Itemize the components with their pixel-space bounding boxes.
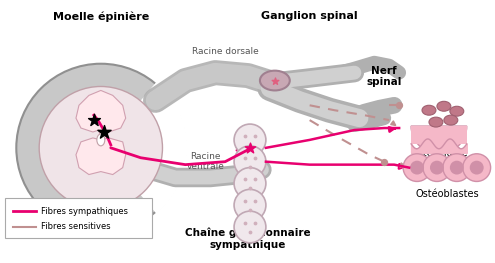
Point xyxy=(251,221,259,225)
Point xyxy=(251,177,259,181)
Ellipse shape xyxy=(429,117,443,127)
Ellipse shape xyxy=(450,106,464,116)
Text: Ostéoblastes: Ostéoblastes xyxy=(415,189,479,199)
Point xyxy=(251,199,259,203)
Ellipse shape xyxy=(97,134,105,146)
FancyBboxPatch shape xyxy=(5,198,151,238)
Point xyxy=(246,165,254,169)
Point xyxy=(241,134,249,138)
Text: Fibres sensitives: Fibres sensitives xyxy=(41,222,111,231)
Circle shape xyxy=(39,87,162,209)
Text: Racine
ventrale: Racine ventrale xyxy=(186,152,224,171)
Point xyxy=(246,143,254,147)
Polygon shape xyxy=(76,138,126,175)
Wedge shape xyxy=(411,126,467,154)
Point xyxy=(246,208,254,212)
Circle shape xyxy=(234,146,266,178)
Point xyxy=(395,103,403,107)
Point xyxy=(90,118,98,122)
Polygon shape xyxy=(76,90,126,140)
Bar xyxy=(411,126,467,144)
Point xyxy=(241,156,249,160)
Text: Ganglion spinal: Ganglion spinal xyxy=(261,11,358,21)
Ellipse shape xyxy=(444,115,458,125)
Circle shape xyxy=(410,161,424,175)
Circle shape xyxy=(16,64,185,232)
Text: Moelle épinière: Moelle épinière xyxy=(52,11,149,22)
Text: Racine dorsale: Racine dorsale xyxy=(192,47,258,56)
Circle shape xyxy=(470,161,484,175)
Point xyxy=(246,230,254,234)
Point xyxy=(251,134,259,138)
Circle shape xyxy=(443,154,471,181)
Circle shape xyxy=(234,168,266,199)
Ellipse shape xyxy=(437,101,451,111)
Circle shape xyxy=(403,154,431,181)
Point xyxy=(380,160,388,164)
Ellipse shape xyxy=(260,71,290,90)
Point xyxy=(251,156,259,160)
Point xyxy=(246,186,254,190)
Text: Fibres sympathiques: Fibres sympathiques xyxy=(41,207,128,216)
Point xyxy=(246,146,254,150)
Ellipse shape xyxy=(422,105,436,115)
Point xyxy=(100,130,108,134)
Circle shape xyxy=(423,154,451,181)
Circle shape xyxy=(234,124,266,156)
Circle shape xyxy=(234,189,266,221)
Point xyxy=(241,199,249,203)
Circle shape xyxy=(463,154,491,181)
Text: Nerf
spinal: Nerf spinal xyxy=(366,66,402,87)
Point xyxy=(271,78,279,83)
Text: Chaîne ganglionnaire
sympathique: Chaîne ganglionnaire sympathique xyxy=(185,228,311,250)
Circle shape xyxy=(450,161,464,175)
Circle shape xyxy=(234,211,266,243)
Text: Ostéoclaste: Ostéoclaste xyxy=(410,148,468,158)
Point xyxy=(241,177,249,181)
Wedge shape xyxy=(101,82,187,214)
Point xyxy=(241,221,249,225)
Circle shape xyxy=(430,161,444,175)
